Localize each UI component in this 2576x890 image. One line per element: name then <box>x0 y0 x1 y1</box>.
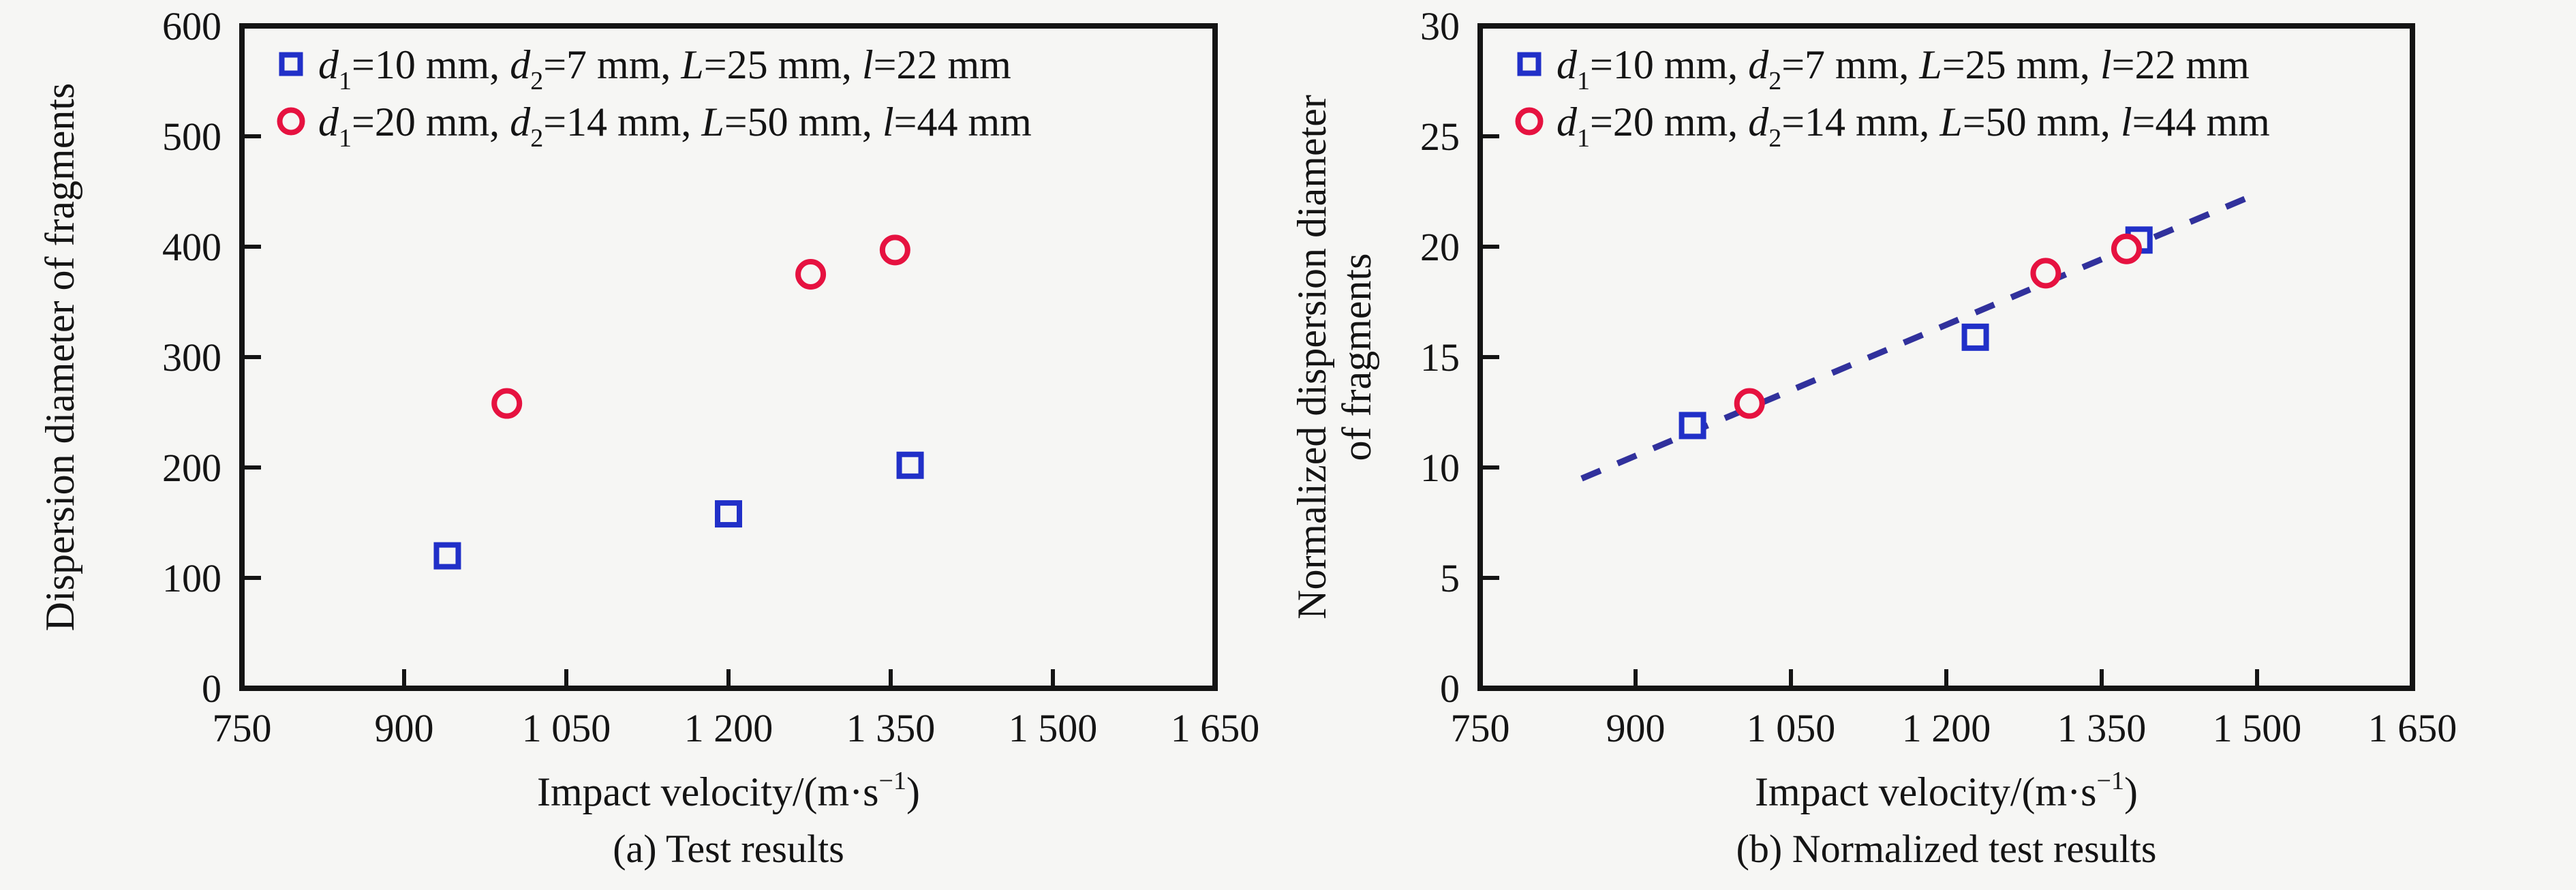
y-tick-label: 400 <box>162 225 221 269</box>
y-tick-label: 200 <box>162 446 221 490</box>
x-tick-label: 1 350 <box>2057 706 2147 750</box>
caption-a: (a) Test results <box>613 827 844 871</box>
x-tick-label: 1 650 <box>1171 706 1260 750</box>
y-tick-label: 15 <box>1420 335 1460 380</box>
data-point-circle <box>2030 258 2061 289</box>
y-axis-label: Dispersion diameter of fragments <box>37 83 82 632</box>
x-tick-label: 1 050 <box>1747 706 1836 750</box>
y-tick-label: 30 <box>1420 4 1460 48</box>
data-point-square <box>1678 412 1706 440</box>
legend-label: d1​=20 mm, d2​=14 mm, L=50 mm, l=44 mm <box>318 99 1032 153</box>
legend-marker-circle <box>277 107 305 136</box>
x-tick-label: 750 <box>1451 706 1510 750</box>
x-tick-label: 900 <box>1606 706 1666 750</box>
y-tick-label: 0 <box>1440 666 1460 711</box>
y-tick-label: 600 <box>162 4 221 48</box>
legend-label: d1​=10 mm, d2​=7 mm, L=25 mm, l=22 mm <box>318 42 1011 95</box>
y-tick-label: 25 <box>1420 114 1460 159</box>
x-tick-label: 1 200 <box>1902 706 1991 750</box>
data-point-circle <box>491 388 523 419</box>
data-point-square <box>433 542 461 570</box>
x-tick-label: 1 650 <box>2368 706 2457 750</box>
x-tick-label: 1 500 <box>2213 706 2302 750</box>
y-tick-label: 500 <box>162 114 221 159</box>
y-tick-label: 100 <box>162 556 221 600</box>
y-axis-label: of fragments <box>1334 254 1379 461</box>
x-tick-label: 1 050 <box>522 706 611 750</box>
legend-marker-circle <box>1515 107 1544 136</box>
legend-label: d1​=10 mm, d2​=7 mm, L=25 mm, l=22 mm <box>1557 42 2250 95</box>
data-point-circle <box>2111 233 2142 264</box>
plot-frame <box>1477 23 2415 691</box>
plot-frame <box>239 23 1218 691</box>
x-tick-label: 1 200 <box>684 706 773 750</box>
x-tick-label: 1 350 <box>846 706 936 750</box>
data-point-circle <box>879 234 910 266</box>
y-tick-label: 0 <box>202 666 221 711</box>
data-point-circle <box>1734 388 1765 419</box>
x-tick-label: 900 <box>375 706 434 750</box>
data-point-square <box>1961 323 1989 351</box>
x-tick-label: 750 <box>213 706 272 750</box>
y-axis-label: Normalized dispersion diameter <box>1289 95 1334 619</box>
caption-b: (b) Normalized test results <box>1736 827 2157 871</box>
data-point-square <box>715 500 742 528</box>
x-axis-label: Impact velocity/(m·s−1​) <box>1755 767 2138 814</box>
data-point-square <box>896 451 924 479</box>
data-point-circle <box>795 259 827 290</box>
y-tick-label: 20 <box>1420 225 1460 269</box>
chart-a: 750 900 1 050 1 200 1 350 1 500 1 650 0 100 200 30… <box>37 4 1259 814</box>
legend-marker-square <box>1517 52 1542 76</box>
y-tick-label: 5 <box>1440 556 1460 600</box>
chart-b: 750 900 1 050 1 200 1 350 1 500 1 650 0 5 10 15 20 2… <box>1289 4 2457 814</box>
legend-label: d1​=20 mm, d2​=14 mm, L=50 mm, l=44 mm <box>1557 99 2270 153</box>
y-tick-label: 300 <box>162 335 221 380</box>
legend-marker-square <box>279 52 303 76</box>
x-tick-label: 1 500 <box>1009 706 1098 750</box>
x-axis-label: Impact velocity/(m·s−1​) <box>537 767 920 814</box>
y-tick-label: 10 <box>1420 446 1460 490</box>
